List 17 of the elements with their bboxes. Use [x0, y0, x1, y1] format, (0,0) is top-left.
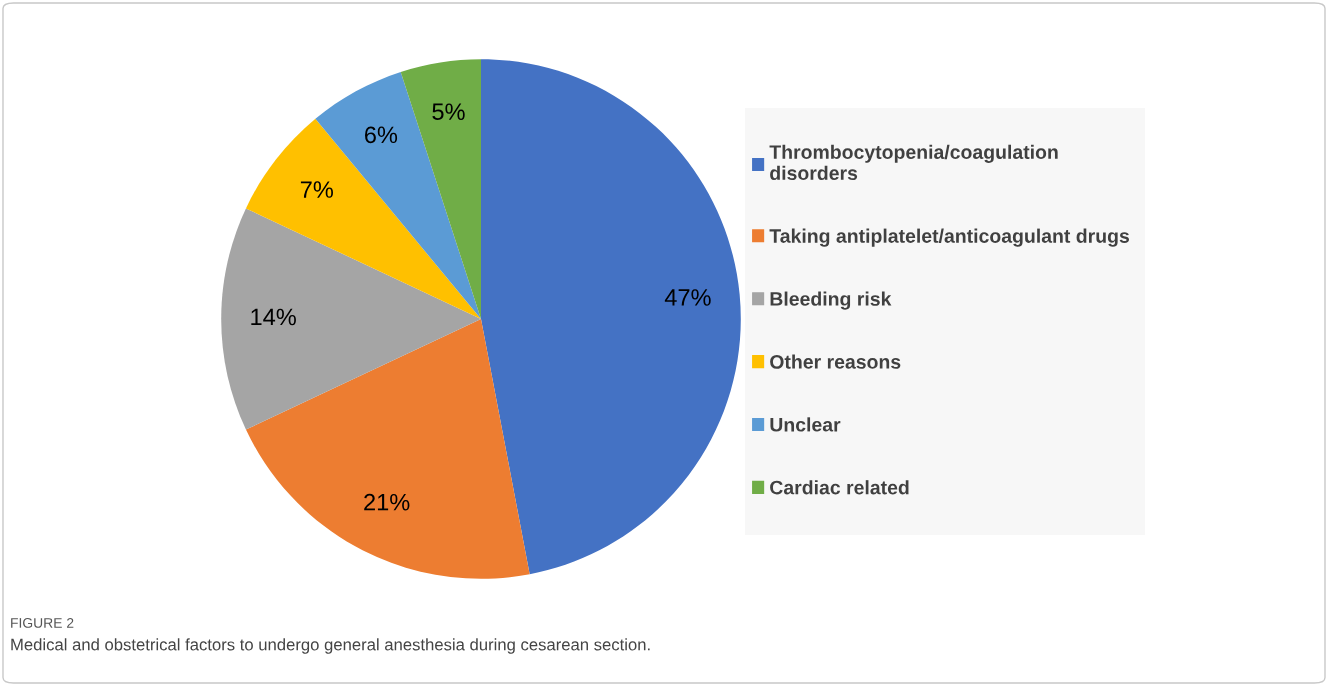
legend-label: Unclear — [770, 417, 841, 432]
data-label: 21% — [364, 493, 410, 511]
legend-label: Taking antiplatelet/anticoagulant drugs — [769, 228, 1129, 247]
pie-slice — [481, 59, 741, 575]
pie-slice — [221, 208, 481, 430]
data-label: 5% — [432, 103, 465, 121]
data-label: 6% — [365, 126, 398, 144]
text: Medical and obstetrical factors to undergo general anesthesia during cesarean section. — [11, 638, 650, 654]
legend-label: Thrombocytopenia/coagulation disorders — [769, 144, 1058, 181]
legend-label: Other reasons — [770, 354, 901, 369]
data-label: 7% — [300, 181, 333, 198]
pie-slice — [400, 59, 481, 319]
legend-label: Cardiac related — [770, 480, 909, 495]
data-label: 47% — [664, 289, 711, 306]
data-label: 14% — [251, 308, 296, 326]
legend-label: Bleeding risk — [770, 291, 892, 310]
caption: FIGURE 2 — [11, 617, 74, 628]
